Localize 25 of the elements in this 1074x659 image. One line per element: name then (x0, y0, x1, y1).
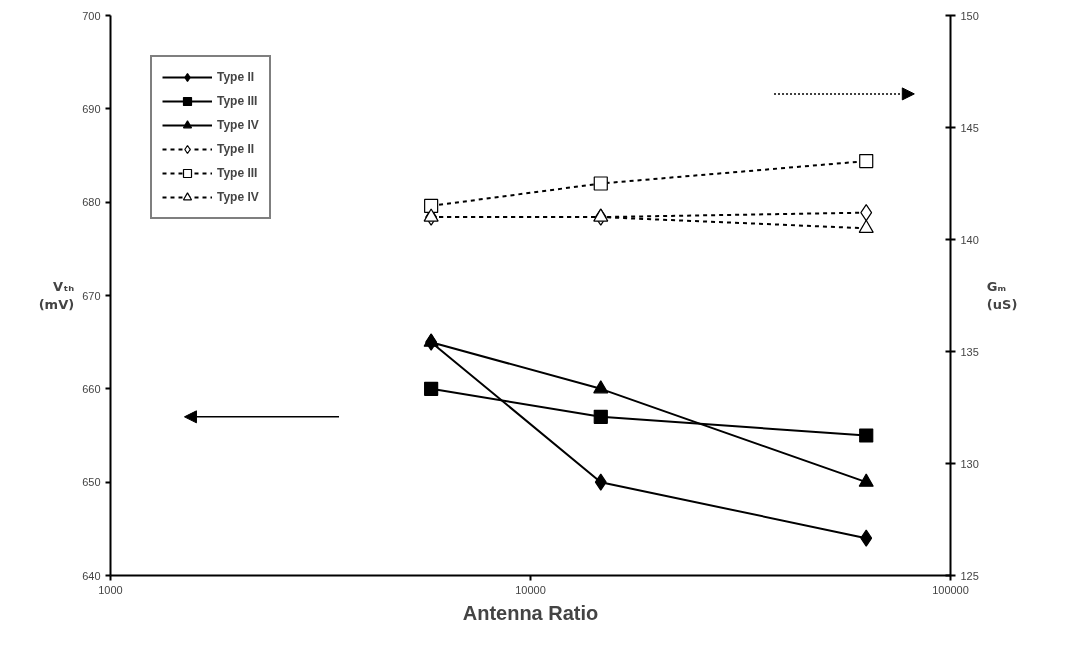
y2-axis-title: Gₘ (uS) (986, 279, 1018, 312)
y-tick-label: 680 (82, 196, 101, 209)
y2-tick-label: 145 (960, 121, 979, 134)
x-axis-title: Antenna Ratio (462, 601, 599, 624)
y2-tick-label: 135 (960, 345, 979, 358)
x-tick-label: 100000 (932, 583, 969, 596)
y2-tick-label: 140 (960, 233, 979, 246)
y2-tick-label: 150 (960, 9, 979, 22)
y-tick-label: 670 (82, 289, 101, 302)
legend-label: Type II (217, 70, 255, 84)
legend-label: Type II (217, 142, 255, 156)
y2-tick-label: 125 (960, 569, 979, 582)
y-tick-label: 700 (82, 9, 101, 22)
legend-label: Type IV (217, 118, 259, 132)
y-axis-title: Vₜₕ (mV) (38, 279, 75, 312)
legend-label: Type III (217, 94, 258, 108)
y2-tick-label: 130 (960, 457, 979, 470)
x-tick-label: 10000 (515, 583, 546, 596)
y-tick-label: 650 (82, 476, 101, 489)
y-tick-label: 640 (82, 569, 101, 582)
legend-label: Type IV (217, 190, 259, 204)
y-tick-label: 690 (82, 102, 101, 115)
legend-label: Type III (217, 166, 258, 180)
y-tick-label: 660 (82, 382, 101, 395)
x-tick-label: 1000 (98, 583, 123, 596)
